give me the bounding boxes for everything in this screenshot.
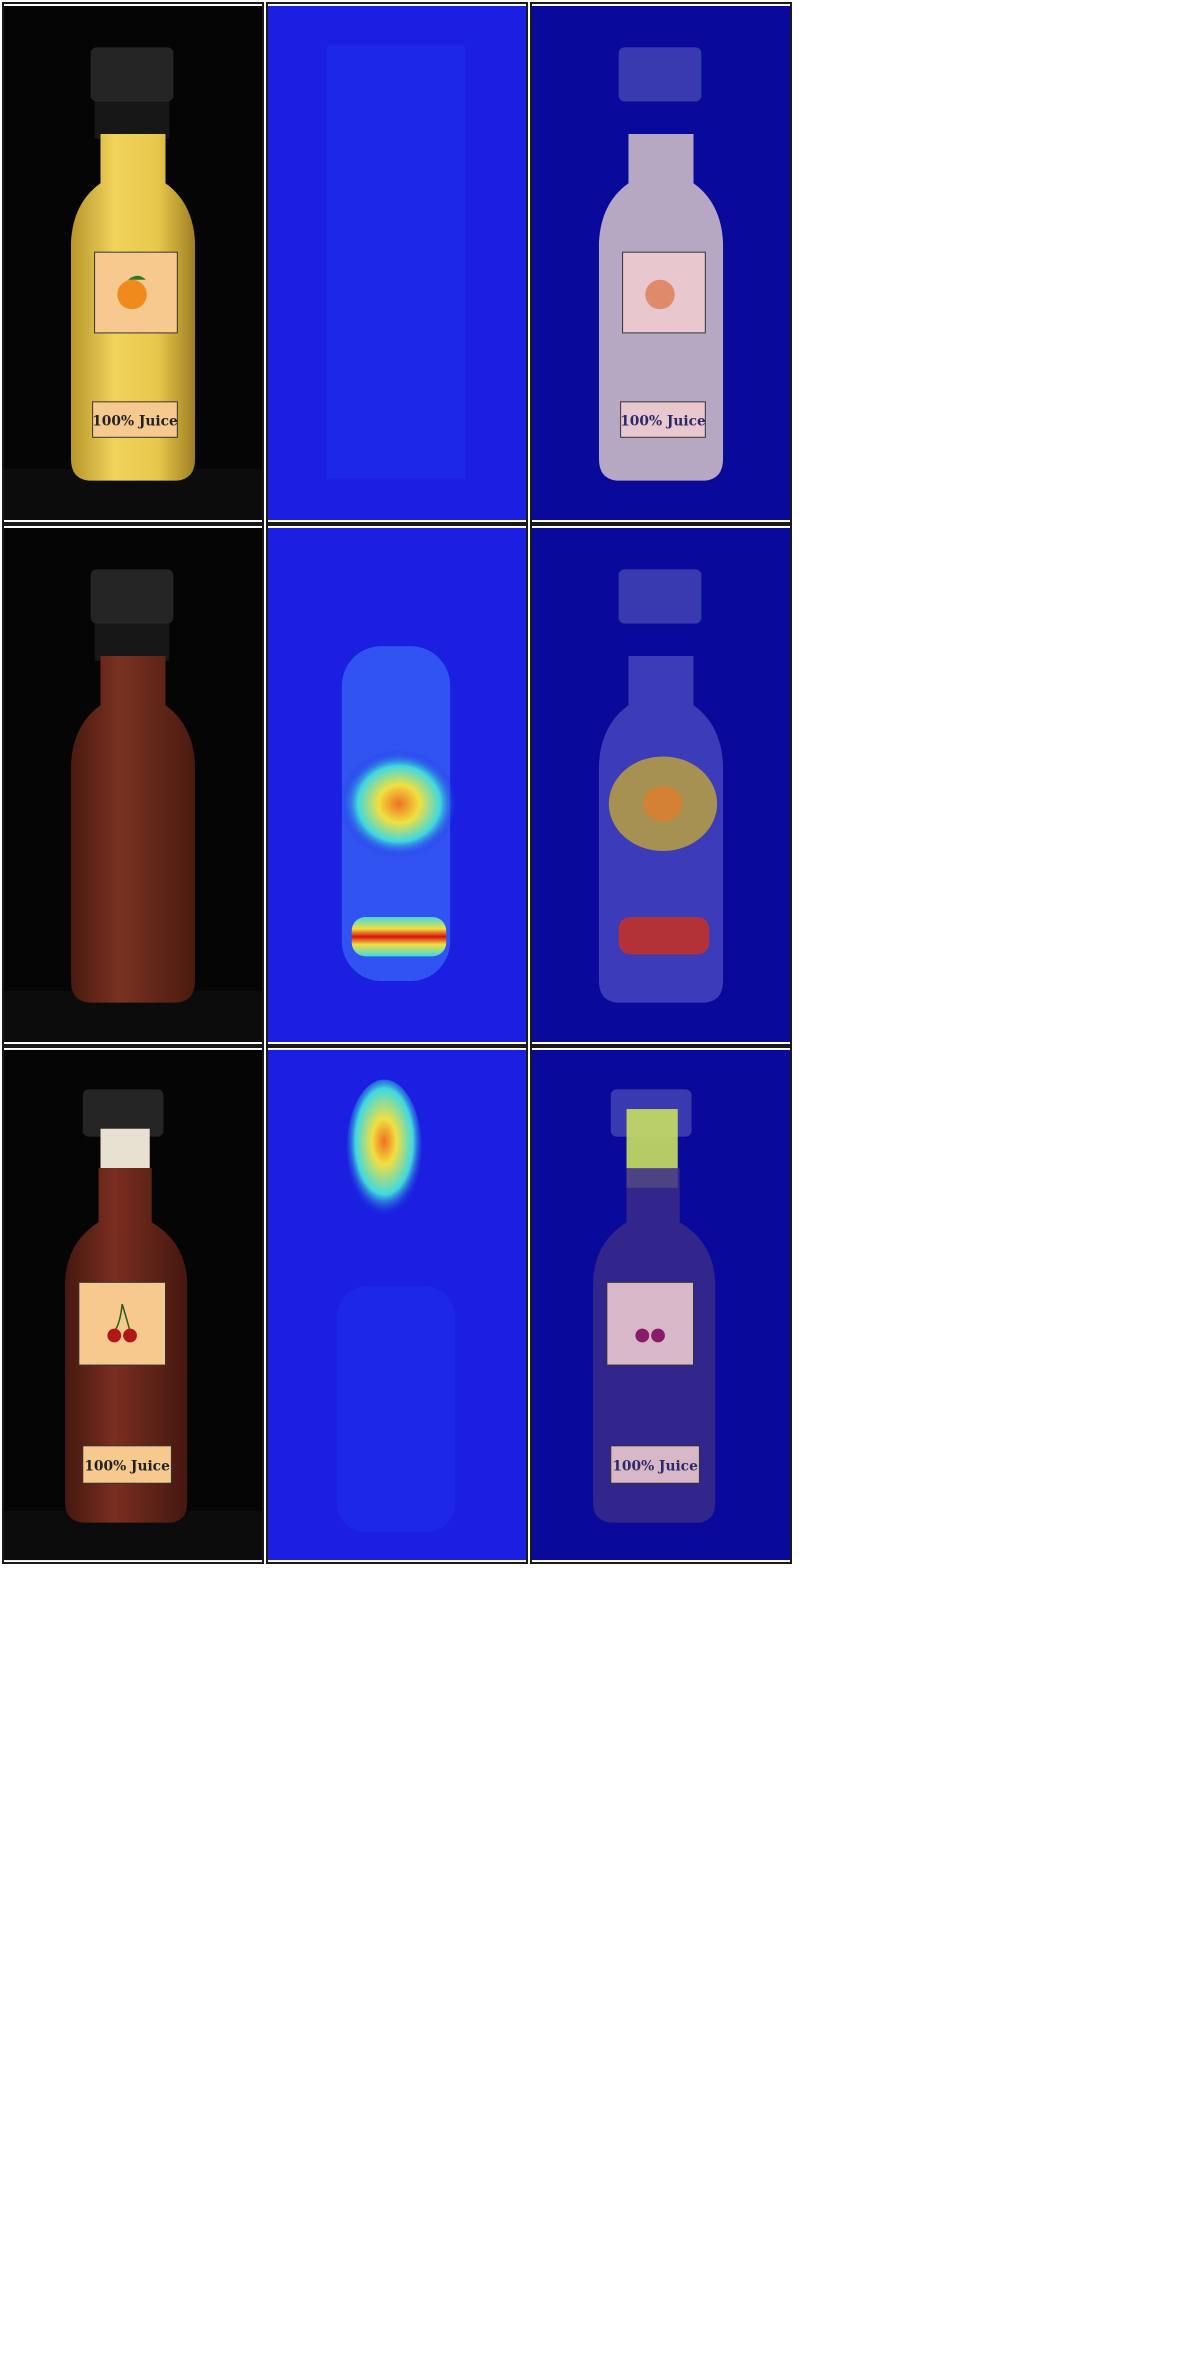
heatmap-uniform-blue bbox=[268, 5, 526, 521]
juice-label-text: 100% Juice bbox=[620, 413, 706, 429]
row3-overlay: 100% Juice bbox=[530, 1046, 792, 1564]
juice-label-text: 100% Juice bbox=[84, 1458, 170, 1474]
orange-juice-overlay: 100% Juice bbox=[532, 5, 790, 521]
orange-icon bbox=[645, 279, 675, 310]
orange-juice-bottle-photo: 100% Juice bbox=[4, 5, 262, 521]
row1-overlay: 100% Juice bbox=[530, 2, 792, 524]
cherry-icon bbox=[107, 1303, 137, 1343]
row3-heatmap bbox=[266, 1046, 528, 1564]
dark-juice-overlay bbox=[532, 527, 790, 1043]
heatmap-body-activation bbox=[268, 527, 526, 1043]
row2-overlay bbox=[530, 524, 792, 1046]
orange-icon bbox=[117, 279, 147, 310]
heatmap-cap-activation bbox=[268, 1049, 526, 1561]
juice-label-text: 100% Juice bbox=[612, 1458, 698, 1474]
dark-juice-bottle-photo bbox=[4, 527, 262, 1043]
cherry-juice-overlay: 100% Juice bbox=[532, 1049, 790, 1561]
juice-label-text: 100% Juice bbox=[92, 413, 178, 429]
row1-heatmap bbox=[266, 2, 528, 524]
cherry-icon bbox=[635, 1328, 665, 1343]
row1-original-photo: 100% Juice bbox=[2, 2, 264, 524]
row2-heatmap bbox=[266, 524, 528, 1046]
row3-original-photo: 100% Juice bbox=[2, 1046, 264, 1564]
row2-original-photo bbox=[2, 524, 264, 1046]
cherry-juice-bottle-photo: 100% Juice bbox=[4, 1049, 262, 1561]
